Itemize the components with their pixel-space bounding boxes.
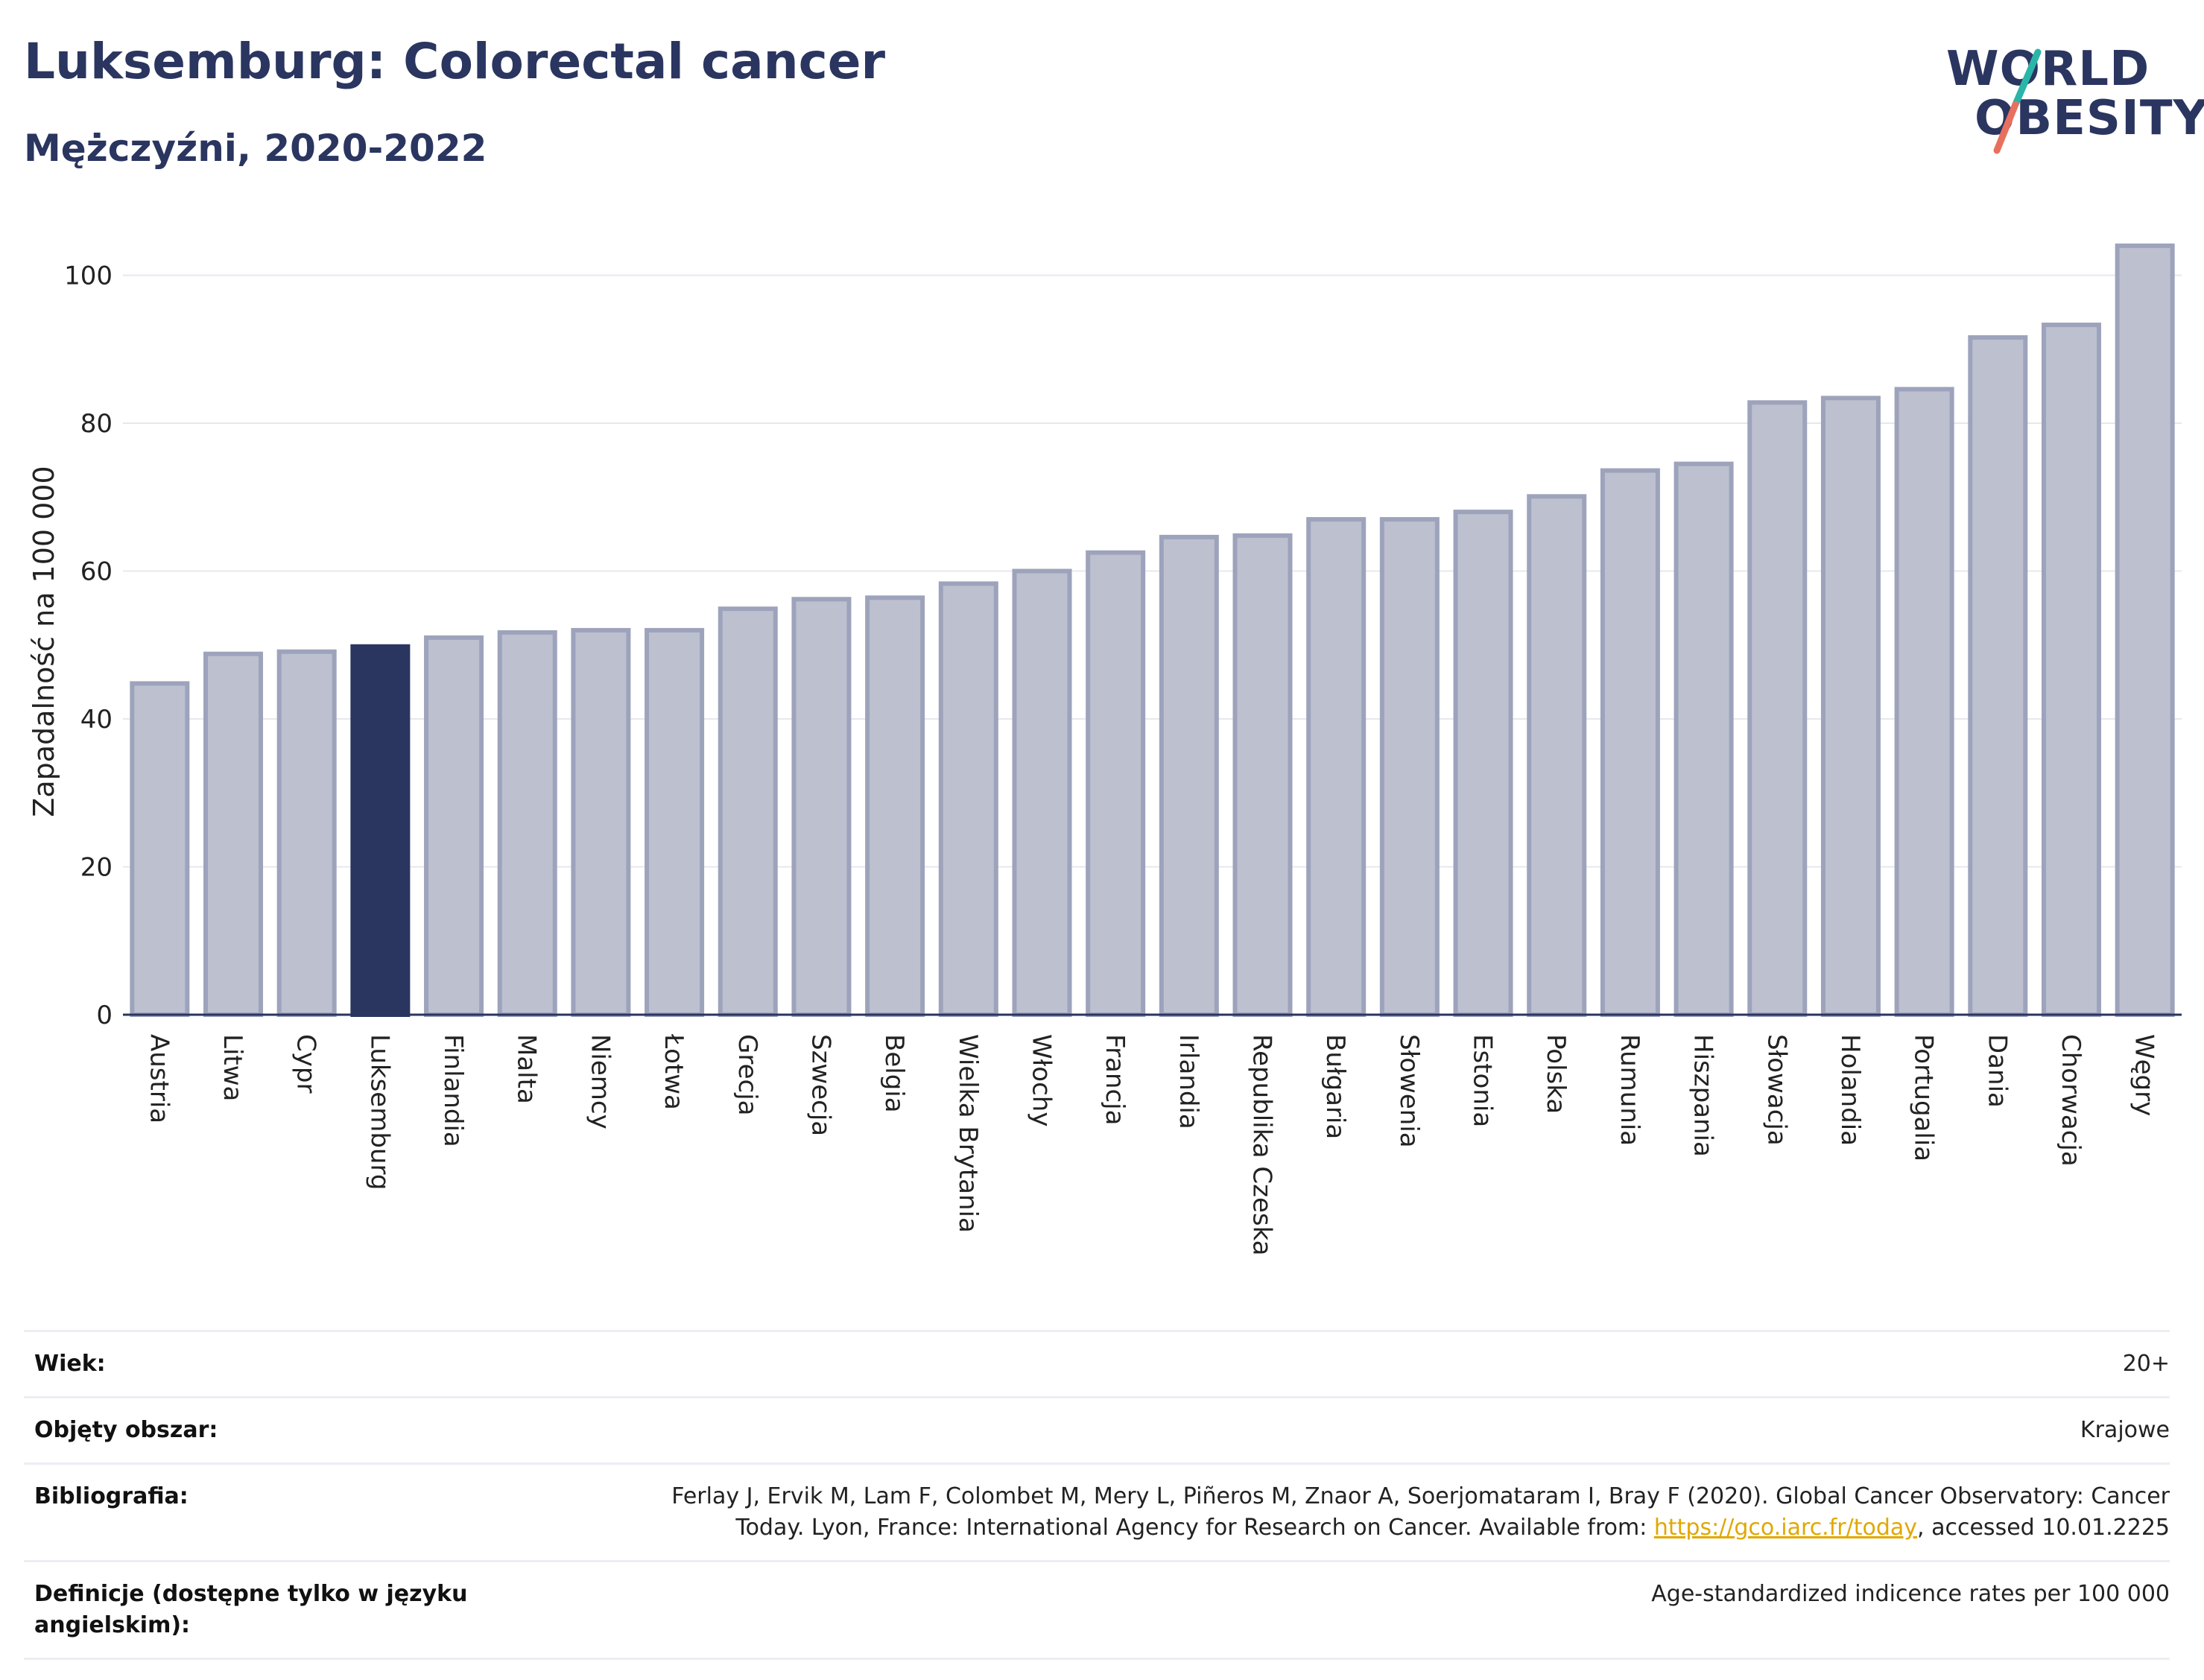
x-tick-label: Portugalia [1909, 1034, 1939, 1161]
logo-slash-icon [1993, 48, 2042, 154]
bar-belgia [865, 595, 925, 1017]
x-tick-label: Hiszpania [1688, 1034, 1718, 1157]
x-tick-label: Chorwacja [2056, 1034, 2086, 1167]
x-tick-label: Republika Czeska [1247, 1034, 1277, 1256]
bar-hiszpania [1673, 461, 1734, 1018]
meta-value: Age-standardized indicence rates per 100… [1651, 1581, 2170, 1607]
bar-malta [497, 630, 557, 1017]
y-tick-label: 80 [80, 409, 113, 439]
x-tick-label: Włochy [1026, 1034, 1056, 1126]
bar-estonia [1453, 510, 1513, 1017]
bar-austria [130, 681, 190, 1017]
meta-row-coverage: Objęty obszar: Krajowe [24, 1398, 2170, 1465]
x-tick-label: Belgia [879, 1034, 909, 1113]
meta-key: Definicje (dostępne tylko w języku angie… [34, 1581, 468, 1638]
bar-chart: 0 20 40 60 80 100 Austria Litwa Cypr Luksemburg Fi… [28, 243, 2182, 1256]
x-tick-label: Wielka Brytania [953, 1034, 983, 1233]
bar-republika-czeska [1232, 533, 1293, 1017]
bar-luksemburg [350, 644, 411, 1017]
x-tick-label: Austria [144, 1034, 174, 1123]
bar-rumunia [1600, 468, 1660, 1018]
x-tick-label: Irlandia [1174, 1034, 1203, 1129]
y-tick-label: 40 [80, 705, 113, 735]
meta-value: 20+ [2122, 1351, 2170, 1377]
meta-value: Ferlay J, Ervik M, Lam F, Colombet M, Me… [671, 1481, 2170, 1544]
meta-key: Objęty obszar: [34, 1417, 218, 1443]
x-tick-label: Słowenia [1394, 1034, 1424, 1148]
meta-key: Bibliografia: [34, 1483, 189, 1509]
metadata-table: Wiek: 20+ Objęty obszar: Krajowe Bibliog… [24, 1330, 2170, 1660]
x-tick-label: Bułgaria [1320, 1034, 1350, 1139]
x-tick-label: Rumunia [1615, 1034, 1644, 1146]
meta-value: Krajowe [2080, 1417, 2170, 1443]
world-obesity-logo: WORLD OBESITY [1937, 30, 2204, 164]
y-tick-label: 100 [64, 261, 113, 291]
source-link[interactable]: https://gco.iarc.fr/today [1653, 1515, 1918, 1541]
y-axis-title: Zapadalność na 100 000 [28, 466, 60, 817]
bar-francja [1086, 550, 1146, 1017]
meta-row-bibliography: Bibliografia: Ferlay J, Ervik M, Lam F, … [24, 1465, 2170, 1562]
bar-polska [1527, 494, 1587, 1017]
bar-litwa [203, 651, 264, 1018]
bar-włochy [1012, 568, 1072, 1017]
bar-dania [1968, 335, 2028, 1017]
bar-irlandia [1159, 534, 1219, 1017]
x-tick-label: Łotwa [659, 1033, 688, 1110]
bar-portugalia [1894, 387, 1954, 1018]
bar-szwecja [791, 597, 852, 1017]
x-tick-label: Polska [1541, 1034, 1571, 1114]
bar-holandia [1820, 396, 1881, 1018]
bibliography-accessed: , accessed 10.01.2225 [1917, 1515, 2170, 1541]
x-tick-label: Dania [1982, 1034, 2012, 1108]
axes: 0 20 40 60 80 100 Austria Litwa Cypr Luksemburg Fi… [64, 261, 2182, 1256]
bar-słowenia [1379, 517, 1440, 1018]
page-title: Luksemburg: Colorectal cancer [24, 33, 886, 90]
logo-line-1: WORLD [1946, 42, 2150, 97]
bar-węgry [2115, 243, 2175, 1018]
x-tick-label: Finlandia [438, 1034, 468, 1147]
bar-łotwa [645, 627, 705, 1017]
meta-key: Wiek: [34, 1351, 106, 1377]
x-tick-label: Niemcy [585, 1034, 615, 1129]
x-tick-label: Węgry [2129, 1034, 2159, 1116]
bar-grecja [718, 606, 778, 1017]
x-tick-label: Holandia [1835, 1034, 1865, 1146]
x-tick-label: Litwa [218, 1034, 247, 1101]
x-tick-label: Francja [1100, 1034, 1130, 1125]
meta-row-age: Wiek: 20+ [24, 1332, 2170, 1398]
x-tick-label: Luksemburg [364, 1034, 394, 1190]
bibliography-text: Today. Lyon, France: International Agenc… [735, 1515, 1654, 1541]
x-tick-label: Malta [512, 1034, 542, 1104]
x-tick-label: Cypr [291, 1034, 321, 1093]
y-tick-label: 60 [80, 557, 113, 587]
bar-finlandia [424, 635, 484, 1017]
x-tick-label: Szwecja [805, 1034, 835, 1136]
meta-row-definitions: Definicje (dostępne tylko w języku angie… [24, 1562, 2170, 1660]
bar-cypr [276, 649, 337, 1018]
bar-chorwacja [2041, 323, 2101, 1017]
bar-wielka-brytania [938, 581, 998, 1017]
bibliography-line-1: Ferlay J, Ervik M, Lam F, Colombet M, Me… [671, 1483, 2170, 1509]
y-tick-label: 20 [80, 853, 113, 883]
x-tick-label: Słowacja [1761, 1034, 1791, 1146]
bar-słowacja [1747, 400, 1808, 1017]
y-tick-label: 0 [96, 1001, 113, 1030]
bars [130, 243, 2175, 1018]
page-subtitle: Mężczyźni, 2020-2022 [24, 127, 487, 170]
x-tick-label: Estonia [1468, 1034, 1498, 1127]
x-tick-label: Grecja [732, 1034, 762, 1115]
bar-niemcy [571, 627, 631, 1017]
bar-bułgaria [1306, 517, 1367, 1018]
